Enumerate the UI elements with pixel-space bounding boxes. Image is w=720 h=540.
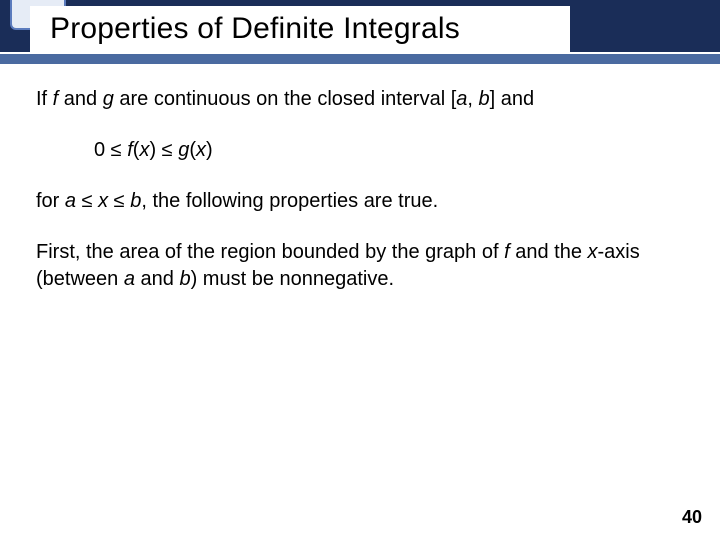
text: (	[189, 139, 196, 161]
text: and	[58, 88, 102, 110]
text: First, the area of the region bounded by…	[36, 241, 504, 263]
var-a: a	[124, 268, 135, 290]
text: ≤	[76, 190, 98, 212]
page-number: 40	[682, 507, 702, 528]
var-x: x	[196, 139, 206, 161]
paragraph-2: 0 ≤ f(x) ≤ g(x)	[36, 137, 684, 164]
var-b: b	[179, 268, 190, 290]
text: ≤	[108, 190, 130, 212]
title-band-midblue	[0, 54, 720, 64]
text: are continuous on the closed interval [	[114, 88, 456, 110]
text: ) must be nonnegative.	[191, 268, 394, 290]
text: for	[36, 190, 65, 212]
var-a: a	[65, 190, 76, 212]
paragraph-1: If f and g are continuous on the closed …	[36, 86, 684, 113]
content-area: If f and g are continuous on the closed …	[36, 86, 684, 317]
text: , the following properties are true.	[141, 190, 438, 212]
slide: { "title": "Properties of Definite Integ…	[0, 0, 720, 540]
var-x: x	[588, 241, 598, 263]
var-x: x	[139, 139, 149, 161]
text: 0 ≤	[94, 139, 127, 161]
var-b: b	[130, 190, 141, 212]
text: ] and	[490, 88, 534, 110]
paragraph-3: for a ≤ x ≤ b, the following properties …	[36, 188, 684, 215]
text: ,	[467, 88, 478, 110]
var-g: g	[103, 88, 114, 110]
var-g: g	[178, 139, 189, 161]
text: and the	[510, 241, 588, 263]
title-band: Properties of Definite Integrals	[0, 0, 720, 64]
text: If	[36, 88, 53, 110]
text: ) ≤	[149, 139, 178, 161]
slide-title: Properties of Definite Integrals	[50, 12, 460, 46]
paragraph-4: First, the area of the region bounded by…	[36, 239, 684, 293]
var-b: b	[479, 88, 490, 110]
title-panel: Properties of Definite Integrals	[30, 6, 570, 52]
var-x: x	[98, 190, 108, 212]
text: and	[135, 268, 179, 290]
text: )	[206, 139, 213, 161]
var-a: a	[456, 88, 467, 110]
